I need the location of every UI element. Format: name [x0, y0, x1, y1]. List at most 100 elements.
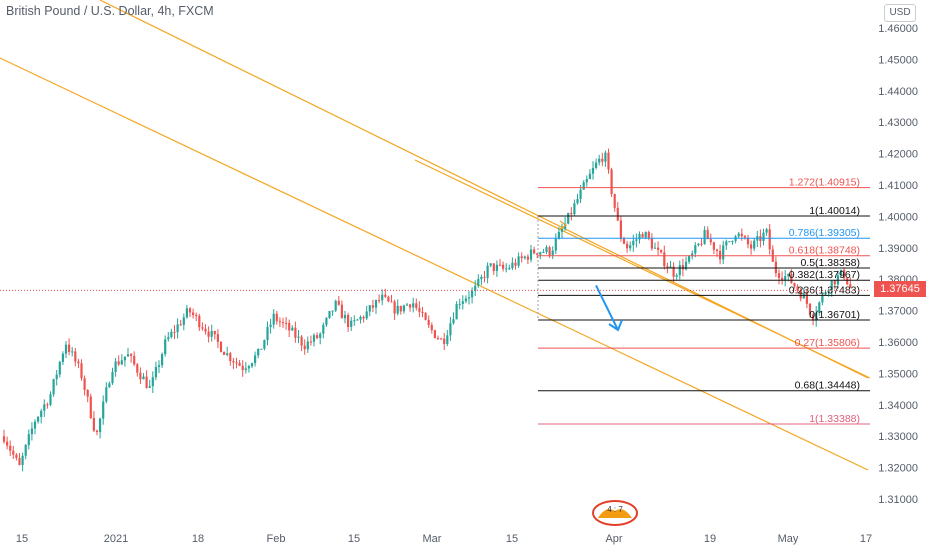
y-tick-label-6: 1.40000 [878, 211, 918, 223]
candle-body [328, 311, 331, 318]
candle-body [102, 401, 105, 419]
candle-body [331, 310, 334, 312]
candle-body [796, 286, 799, 291]
candle-body [684, 261, 688, 270]
candle-body [694, 245, 697, 254]
candle-body [725, 241, 728, 246]
candle-body [542, 251, 545, 253]
x-tick-label-1: 2021 [104, 533, 128, 545]
candle-body [492, 263, 495, 271]
candle-body [254, 355, 257, 364]
candle-body [576, 199, 579, 204]
candle-body [595, 162, 598, 168]
candle-body [384, 294, 387, 297]
candle-body [381, 294, 384, 301]
x-tick-label-4: 15 [348, 533, 360, 545]
candle-body [722, 245, 725, 260]
fib-level-label-9: 0.68(1.34448) [795, 380, 860, 392]
candle-body [210, 330, 213, 337]
candle-body [340, 304, 343, 319]
candle-body [650, 238, 653, 249]
candle-body [316, 335, 319, 339]
candle-body [244, 368, 247, 371]
candle-body [784, 276, 787, 281]
y-tick-label-7: 1.39000 [878, 243, 918, 255]
candle-body [846, 278, 849, 285]
candle-body [793, 283, 796, 287]
candle-body [818, 302, 821, 313]
candle-body [111, 372, 114, 384]
candle-body [626, 243, 629, 249]
candle-body [824, 292, 827, 295]
candle-body [235, 362, 238, 364]
candle-body [139, 372, 142, 380]
candle-body [477, 279, 480, 286]
candle-body [148, 386, 151, 388]
candle-body [390, 301, 393, 303]
candle-body [526, 256, 529, 260]
fib-level-label-1: 1(1.40014) [809, 205, 860, 217]
currency-button[interactable]: USD [884, 4, 916, 22]
candle-body [762, 232, 765, 241]
candle-body [790, 273, 793, 284]
candle-body [157, 365, 161, 367]
candle-body [27, 434, 30, 445]
candle-body [545, 247, 548, 252]
candle-body [179, 324, 182, 326]
candle-body [182, 317, 185, 325]
fib-level-label-8: 0.27(1.35806) [795, 337, 860, 349]
candle-body [18, 458, 21, 466]
candle-body [142, 376, 145, 380]
candle-body [619, 220, 622, 239]
price-axis[interactable]: 1.46000 1.45000 1.44000 1.43000 1.42000 1.410… [878, 23, 918, 506]
channel-line-3 [414, 159, 871, 379]
candle-body [309, 341, 312, 343]
candle-body [675, 275, 678, 277]
y-tick-label-2: 1.44000 [878, 86, 918, 98]
candle-body [83, 378, 86, 390]
candle-body [269, 324, 272, 327]
candle-body [523, 256, 526, 259]
candle-body [198, 315, 201, 328]
candle-body [371, 305, 374, 308]
candle-body [58, 361, 61, 375]
candle-body [495, 264, 498, 271]
candle-body [697, 243, 700, 246]
candle-body [95, 430, 99, 433]
current-price-tag: 1.37645 [874, 281, 926, 297]
candle-body [281, 322, 285, 324]
candle-body [24, 444, 27, 456]
x-tick-label-2: 18 [192, 533, 204, 545]
candle-body [728, 241, 731, 243]
candle-body [374, 300, 378, 308]
candle-body [241, 365, 244, 371]
candle-body [660, 249, 663, 253]
time-axis[interactable]: 15 2021 18 Feb 15 Mar 15 Apr 19 May 17 [16, 533, 872, 545]
candle-body [250, 363, 254, 367]
candle-body [204, 328, 207, 332]
candle-body [436, 337, 440, 339]
candle-body [207, 331, 210, 337]
candle-body [508, 268, 511, 270]
candle-body [325, 317, 328, 325]
candle-body [337, 300, 340, 305]
channel-arrowhead [559, 220, 568, 230]
candle-body [223, 351, 226, 355]
candle-body [161, 354, 164, 366]
candle-body [536, 253, 539, 255]
candle-body [421, 311, 424, 314]
candlesticks [2, 148, 852, 472]
candle-body [548, 247, 551, 256]
candle-body [703, 229, 706, 244]
candle-body [464, 298, 467, 302]
candle-body [356, 319, 359, 321]
candle-body [458, 303, 461, 305]
x-tick-label-5: Mar [423, 533, 442, 545]
candle-body [77, 361, 80, 364]
tradingview-logo[interactable]: 4 : 7 [592, 500, 638, 526]
candle-body [9, 445, 12, 451]
candle-body [68, 344, 71, 353]
candle-body [46, 404, 49, 406]
candle-body [644, 232, 647, 238]
